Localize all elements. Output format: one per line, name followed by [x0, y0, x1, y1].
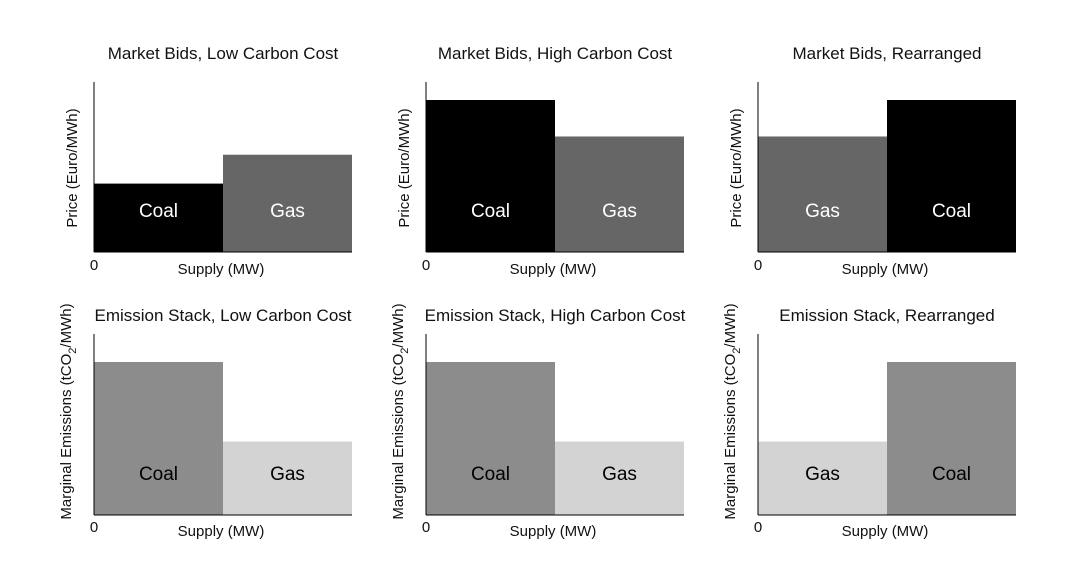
x-axis-label: Supply (MW)	[178, 261, 265, 278]
bar-gas	[223, 441, 352, 515]
bar-label-gas: Gas	[602, 464, 637, 485]
x-origin-label: 0	[754, 257, 762, 274]
bar-coal	[94, 183, 223, 252]
panel-title: Emission Stack, High Carbon Cost	[425, 306, 686, 325]
bar-label-gas: Gas	[270, 201, 305, 222]
x-origin-label: 0	[90, 519, 98, 536]
bar-label-gas: Gas	[270, 464, 305, 485]
bar-coal	[426, 100, 555, 252]
bar-gas	[555, 136, 684, 252]
panel-5: Emission Stack, High Carbon Cost Coal Gas 0…	[390, 303, 686, 540]
bar-label-coal: Coal	[139, 464, 178, 485]
x-axis-label: Supply (MW)	[842, 523, 929, 540]
y-axis-label: Marginal Emissions (tCO2/MWh)	[390, 303, 411, 519]
bar-label-coal: Coal	[471, 464, 510, 485]
x-axis-label: Supply (MW)	[510, 261, 597, 278]
bar-gas	[555, 441, 684, 515]
panel-title: Market Bids, High Carbon Cost	[438, 44, 673, 63]
bar-coal	[426, 362, 555, 515]
bar-gas	[223, 154, 352, 252]
bar-coal	[94, 362, 223, 515]
bar-coal	[887, 100, 1016, 252]
panel-title: Emission Stack, Rearranged	[779, 306, 994, 325]
bar-label-gas: Gas	[805, 464, 840, 485]
panel-title: Market Bids, Rearranged	[793, 44, 982, 63]
x-origin-label: 0	[422, 257, 430, 274]
x-origin-label: 0	[90, 257, 98, 274]
bar-label-coal: Coal	[932, 201, 971, 222]
panel-title: Emission Stack, Low Carbon Cost	[95, 306, 352, 325]
x-origin-label: 0	[422, 519, 430, 536]
bar-gas	[758, 136, 887, 252]
y-axis-label: Marginal Emissions (tCO2/MWh)	[58, 303, 79, 519]
bar-label-coal: Coal	[471, 201, 510, 222]
bar-coal	[887, 362, 1016, 515]
x-axis-label: Supply (MW)	[178, 523, 265, 540]
x-origin-label: 0	[754, 519, 762, 536]
x-axis-label: Supply (MW)	[842, 261, 929, 278]
y-axis-label: Price (Euro/MWh)	[728, 108, 745, 227]
x-axis-label: Supply (MW)	[510, 523, 597, 540]
y-axis-label: Price (Euro/MWh)	[64, 108, 81, 227]
panel-6: Emission Stack, Rearranged Gas Coal 0 Supply…	[722, 303, 1016, 540]
bar-label-gas: Gas	[805, 201, 840, 222]
y-axis-label: Marginal Emissions (tCO2/MWh)	[722, 303, 743, 519]
y-axis-label: Price (Euro/MWh)	[396, 108, 413, 227]
bar-label-gas: Gas	[602, 201, 637, 222]
panel-4: Emission Stack, Low Carbon Cost Coal Gas 0 S…	[58, 303, 352, 540]
bar-label-coal: Coal	[139, 201, 178, 222]
bar-label-coal: Coal	[932, 464, 971, 485]
panel-2: Market Bids, High Carbon Cost Coal Gas 0 Sup…	[396, 44, 684, 278]
panel-1: Market Bids, Low Carbon Cost Coal Gas 0 Supp…	[64, 44, 352, 278]
bar-gas	[758, 441, 887, 515]
panel-3: Market Bids, Rearranged Gas Coal 0 Supply (M…	[728, 44, 1016, 278]
panel-title: Market Bids, Low Carbon Cost	[108, 44, 339, 63]
